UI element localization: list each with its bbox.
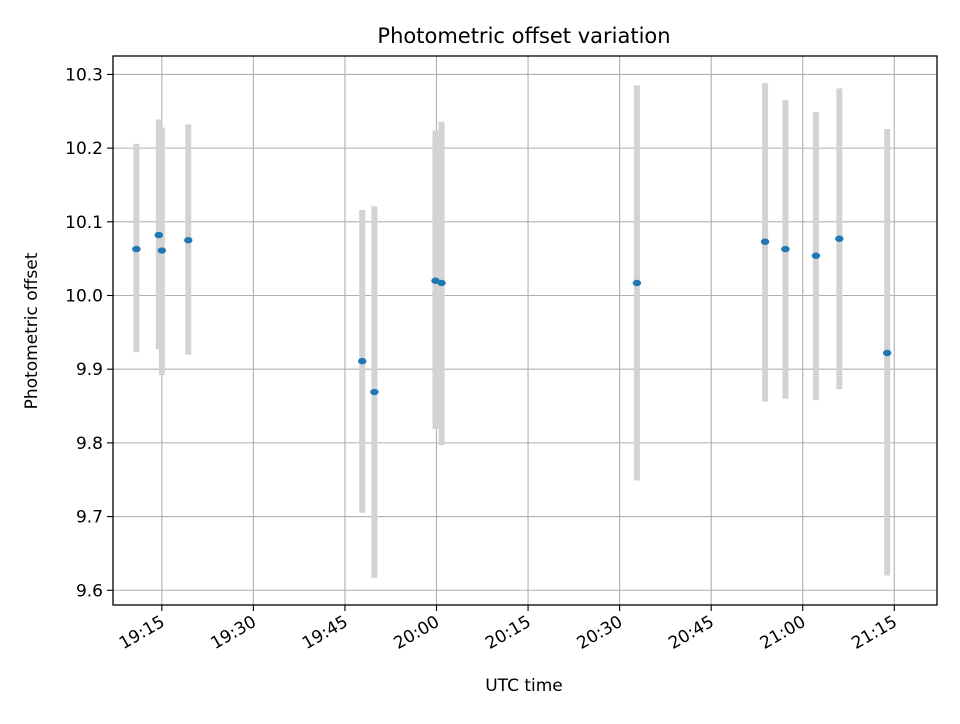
chart-title: Photometric offset variation [377,24,670,48]
data-point [132,245,141,253]
y-tick-layer: 9.6 9.7 9.8 9.9 10.0 10.1 10.2 10.3 [65,65,113,601]
y-tick-label: 9.8 [76,434,103,454]
y-tick-label: 9.7 [76,508,103,528]
y-axis-label: Photometric offset [22,252,42,409]
data-point [358,357,367,365]
y-tick-label: 10.1 [65,213,103,233]
grid-layer [113,56,937,605]
data-point [882,349,892,357]
data-point [437,279,446,287]
data-point [370,388,379,396]
y-tick-label: 9.9 [76,360,103,380]
y-tick-label: 9.6 [76,581,103,601]
y-tick-label: 10.3 [65,65,103,85]
x-axis-label: UTC time [485,676,563,696]
data-point [835,235,844,242]
data-point [781,245,790,253]
point-layer [132,231,892,396]
data-point [157,247,167,254]
data-point [632,279,642,287]
data-point [154,231,163,239]
data-point [760,238,770,245]
data-point [184,237,193,244]
y-tick-label: 10.0 [65,286,103,306]
data-point [811,252,821,259]
y-tick-label: 10.2 [65,139,103,159]
plot-frame [112,55,938,606]
